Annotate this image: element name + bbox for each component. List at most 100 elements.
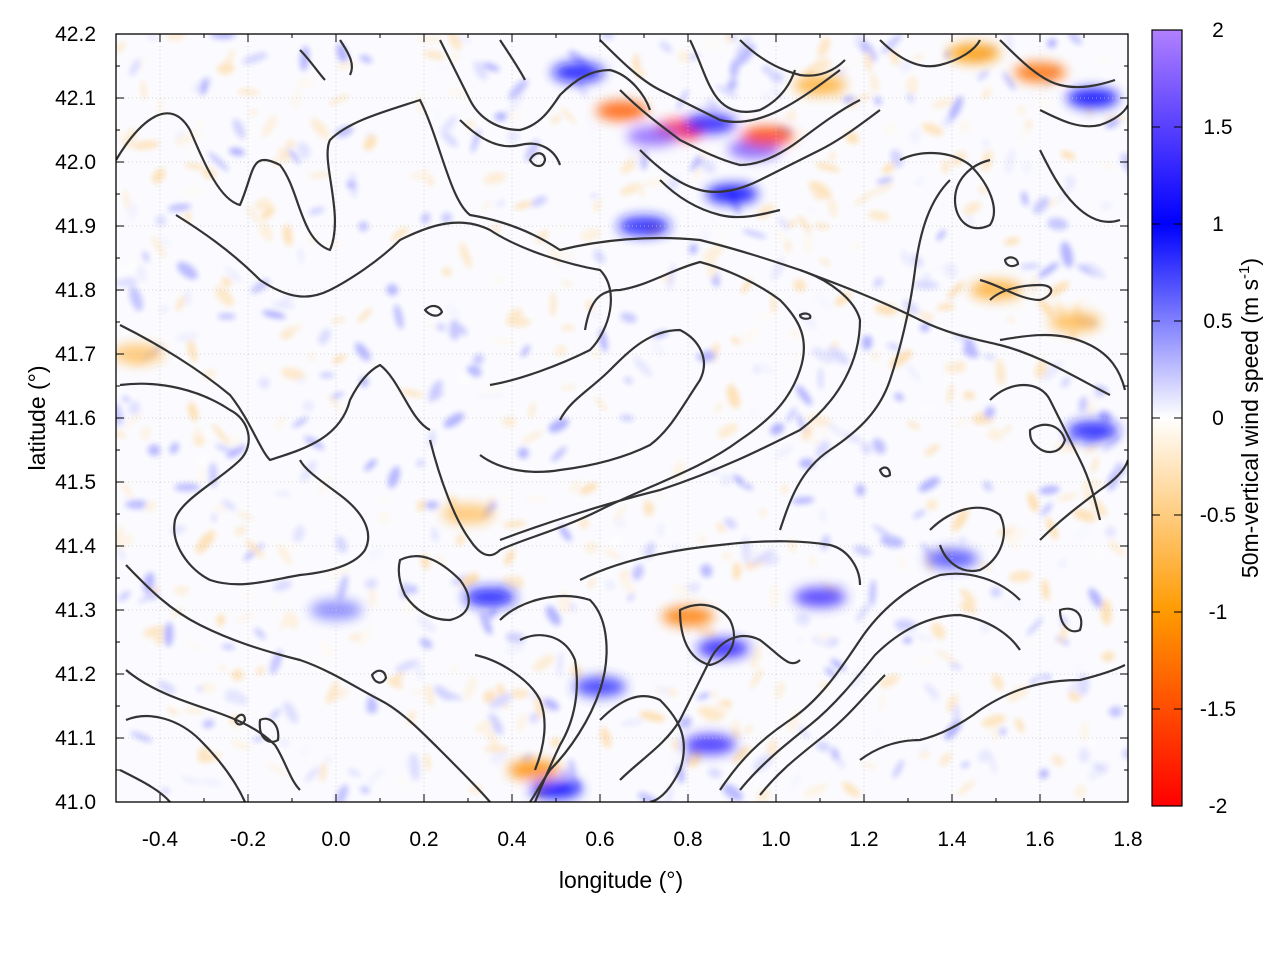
contour-line: [1003, 256, 1020, 268]
texture-cell: [605, 535, 625, 549]
texture-cell: [1017, 104, 1026, 117]
texture-cell: [742, 229, 767, 238]
texture-cell: [978, 749, 991, 763]
texture-cell: [821, 534, 830, 551]
texture-cell: [309, 234, 317, 244]
contour-line: [116, 98, 1111, 396]
texture-cell: [242, 52, 268, 65]
texture-cell: [178, 185, 205, 198]
texture-cell: [591, 311, 602, 321]
texture-cell: [898, 554, 906, 573]
texture-cell: [855, 602, 870, 623]
texture-cell: [307, 172, 333, 178]
texture-cell: [409, 689, 428, 696]
colorbar-tick-label: 0: [1212, 407, 1224, 430]
texture-cell: [778, 216, 789, 230]
texture-cell: [620, 312, 637, 323]
texture-cell: [569, 479, 582, 494]
texture-cell: [369, 584, 376, 609]
texture-cell: [440, 115, 458, 135]
texture-cell: [520, 345, 530, 358]
texture-cell: [716, 522, 726, 534]
texture-cell: [173, 585, 190, 595]
texture-cell: [508, 308, 523, 321]
texture-cell: [699, 37, 725, 50]
texture-cell: [292, 416, 309, 428]
texture-cell: [941, 159, 950, 174]
texture-cell: [963, 391, 975, 400]
texture-cell: [318, 639, 335, 659]
contour-line: [519, 634, 578, 802]
y-tick-label: 42.0: [55, 151, 96, 174]
texture-cell: [169, 442, 179, 454]
texture-cell: [1004, 34, 1014, 54]
texture-cell: [807, 437, 824, 446]
texture-cell: [125, 499, 150, 510]
texture-cell: [274, 415, 287, 429]
texture-cell: [643, 500, 654, 517]
contour-line: [678, 603, 735, 667]
texture-cell: [432, 64, 453, 73]
texture-cell: [1100, 202, 1112, 210]
texture-cell: [412, 715, 422, 727]
x-tick-label: 0.6: [585, 828, 614, 851]
texture-cell: [899, 263, 915, 287]
texture-cell: [550, 291, 556, 318]
texture-cell: [190, 116, 204, 138]
texture-cell: [116, 539, 126, 562]
texture-cell: [1084, 399, 1096, 417]
contour-line: [639, 109, 881, 194]
texture-cell: [705, 98, 719, 112]
texture-cell: [854, 394, 865, 409]
texture-cell: [273, 580, 293, 591]
heatmap-cell: [697, 638, 750, 659]
texture-cell: [696, 625, 718, 639]
texture-cell: [347, 769, 361, 777]
texture-cell: [285, 140, 296, 148]
texture-cell: [701, 350, 716, 362]
colorbar-tick-label: -1: [1209, 601, 1228, 624]
texture-cell: [627, 593, 635, 602]
texture-cell: [639, 184, 645, 199]
texture-cell: [790, 771, 801, 791]
texture-cell: [1004, 424, 1012, 434]
texture-cell: [409, 171, 433, 181]
texture-cell: [433, 685, 453, 701]
contour-line: [929, 506, 1005, 573]
contour-line: [999, 333, 1127, 391]
texture-cell: [482, 200, 490, 213]
texture-cell: [990, 586, 1002, 598]
contour-line: [428, 260, 805, 557]
texture-cell: [819, 258, 831, 266]
texture-cell: [934, 649, 958, 664]
texture-cell: [1078, 396, 1088, 413]
contour-line: [125, 669, 301, 791]
texture-cell: [906, 421, 921, 429]
texture-cell: [864, 51, 873, 72]
texture-cell: [567, 759, 577, 781]
heatmap-cell: [662, 606, 714, 627]
texture-cell: [756, 788, 771, 802]
texture-cell: [424, 500, 439, 510]
contour-line: [599, 39, 841, 124]
texture-cell: [761, 65, 772, 74]
texture-cell: [833, 93, 843, 103]
x-axis: -0.4 -0.2 0.0 0.2 0.4 0.6 0.8 1.0 1.2 1.4 1.6 1.8: [115, 34, 1143, 851]
texture-cell: [556, 651, 564, 678]
texture-cell: [1021, 190, 1029, 207]
texture-cell: [310, 118, 330, 140]
texture-cell: [299, 742, 310, 758]
texture-cell: [429, 380, 443, 399]
texture-cell: [796, 635, 804, 645]
texture-cell: [129, 286, 144, 312]
texture-cell: [795, 385, 813, 406]
texture-cell: [369, 334, 398, 344]
texture-cell: [449, 664, 459, 675]
texture-cell: [1068, 678, 1082, 693]
texture-cell: [184, 144, 197, 169]
texture-cell: [992, 674, 1004, 691]
texture-cell: [532, 654, 555, 672]
texture-cell: [810, 58, 832, 70]
texture-cell: [724, 517, 737, 529]
texture-cell: [143, 572, 155, 593]
